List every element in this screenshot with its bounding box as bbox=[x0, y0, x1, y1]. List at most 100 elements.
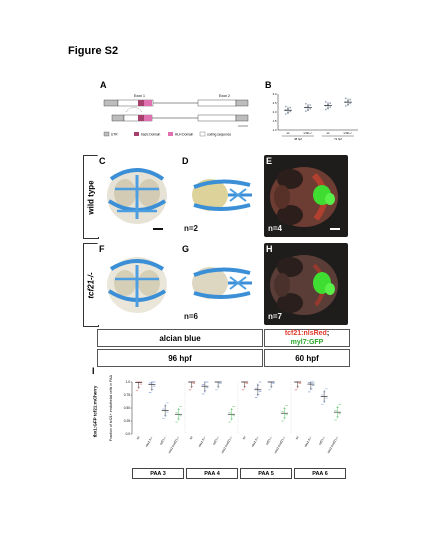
chart-i-point bbox=[192, 383, 196, 384]
chart-i-point bbox=[201, 384, 205, 385]
chart-i-group-label: tcf21-/- bbox=[159, 436, 167, 446]
paa-label-4: PAA 4 bbox=[186, 468, 238, 479]
chart-i-group-label: nkx2.5-/- bbox=[144, 436, 153, 448]
chart-i-point bbox=[245, 383, 249, 384]
chart-i-point bbox=[258, 381, 262, 383]
paa-label-5: PAA 5 bbox=[240, 468, 292, 479]
chart-i-point bbox=[190, 386, 194, 388]
chart-i-point bbox=[307, 382, 311, 383]
chart-i-point bbox=[139, 383, 143, 385]
panel-label-b: B bbox=[265, 80, 272, 90]
chart-i-point bbox=[311, 385, 315, 387]
chart-b-point bbox=[284, 105, 287, 108]
legend-hlh: HLH Domain bbox=[175, 133, 193, 137]
chart-i-group-label: nkx2.5-/- bbox=[250, 436, 259, 448]
chart-i-point bbox=[294, 389, 298, 391]
chart-i-point bbox=[336, 416, 339, 418]
chart-i-ytick: 1.0 bbox=[126, 380, 131, 384]
chart-b-ytick: 2.5 bbox=[273, 101, 277, 105]
chart-i-point bbox=[162, 408, 165, 410]
chart-i-point bbox=[254, 397, 258, 398]
chart-i-point bbox=[270, 386, 273, 388]
chart-i-ytick: 0.50 bbox=[124, 406, 130, 410]
chart-i-group-label: tcf21-/- bbox=[318, 436, 326, 446]
chart-i-point bbox=[166, 402, 169, 404]
chart-i-point bbox=[281, 411, 284, 413]
chart-i-group-label: nkx2.5;tcf21-/- bbox=[326, 436, 339, 454]
chart-i-ylabel: Fraction of tcf21+ endothelial cells in … bbox=[109, 374, 113, 441]
chart-i-point bbox=[162, 418, 165, 419]
caption-stage-right: 60 hpf bbox=[264, 349, 350, 367]
chart-i-point bbox=[148, 392, 152, 393]
panel-label-d: D bbox=[182, 156, 189, 166]
image-f-mutant-cartilage bbox=[97, 243, 177, 325]
chart-b-point bbox=[309, 104, 312, 106]
chart-i-point bbox=[150, 388, 154, 390]
panel-label-e: E bbox=[266, 156, 273, 166]
chart-i-point bbox=[135, 389, 139, 391]
chart-i-point bbox=[164, 414, 167, 416]
chart-i-point bbox=[205, 381, 209, 383]
chart-i-point bbox=[285, 405, 288, 406]
chart-i-point bbox=[268, 389, 271, 391]
chart-i-point bbox=[230, 409, 233, 410]
chart-i-point bbox=[152, 385, 156, 387]
reporter-red-label: tcf21:nlsRed bbox=[284, 330, 327, 337]
chart-i-group-label: wt bbox=[242, 435, 247, 440]
chart-i-point bbox=[283, 417, 286, 419]
image-g-mutant-cartilage bbox=[180, 243, 260, 325]
panel-label-a: A bbox=[100, 80, 107, 90]
n-count-h: n=7 bbox=[268, 312, 283, 321]
chart-b-point bbox=[304, 102, 307, 105]
chart-i-group-label: tcf21-/- bbox=[212, 436, 220, 446]
chart-i-group-label: nkx2.5-/- bbox=[197, 436, 206, 448]
chart-i-point bbox=[309, 388, 313, 390]
chart-i-point bbox=[164, 405, 167, 407]
panel-label-g: G bbox=[182, 244, 190, 254]
chart-b: 1.01.52.02.53.0wt tcf21-/- wt tcf21-/-48 hp… bbox=[273, 92, 358, 141]
chart-i: Fraction of tcf21+ endothelial cells in … bbox=[109, 374, 341, 454]
chart-i-point bbox=[203, 381, 207, 383]
chart-i-group-label: nkx2.5;tcf21-/- bbox=[167, 436, 180, 454]
utr-block bbox=[103, 99, 119, 107]
chart-i-point bbox=[307, 391, 311, 393]
side-label-i: tbx1:GFP tcf21:mCherry bbox=[92, 385, 98, 437]
chart-i-point bbox=[298, 383, 302, 384]
n-count-d: n=2 bbox=[184, 224, 199, 233]
chart-i-point bbox=[334, 410, 337, 411]
chart-b-point bbox=[349, 102, 352, 105]
paa-label-3: PAA 3 bbox=[132, 468, 184, 479]
panel-label-f: F bbox=[99, 244, 105, 254]
chart-i-point bbox=[296, 386, 300, 388]
chart-b-group-label: wt bbox=[287, 131, 290, 135]
chart-i-point bbox=[166, 411, 169, 413]
panel-label-c: C bbox=[99, 156, 106, 166]
chart-i-point bbox=[228, 412, 231, 414]
chart-i-point bbox=[323, 400, 326, 402]
chart-i-point bbox=[203, 390, 207, 392]
chart-b-point bbox=[304, 110, 307, 113]
chart-i-point bbox=[215, 389, 218, 391]
chart-i-point bbox=[325, 397, 328, 399]
chart-i-ytick: 0.25 bbox=[124, 419, 130, 423]
chart-i-point bbox=[256, 394, 260, 395]
chart-i-point bbox=[336, 407, 339, 408]
chart-b-ytick: 2.0 bbox=[273, 110, 277, 114]
chart-b-point bbox=[344, 104, 347, 107]
chart-i-point bbox=[201, 393, 205, 395]
chart-i-point bbox=[338, 403, 341, 405]
chart-b-stage-label: 48 hpf bbox=[294, 137, 302, 141]
chart-i-point bbox=[177, 409, 180, 410]
legend-utr: UTR bbox=[111, 133, 118, 137]
caption-stain: alcian blue bbox=[97, 329, 263, 347]
chart-i-point bbox=[188, 389, 192, 391]
chart-b-point bbox=[324, 101, 327, 103]
chart-i-group-label: wt bbox=[189, 435, 194, 440]
chart-i-point bbox=[175, 412, 178, 414]
chart-i-point bbox=[272, 383, 275, 384]
chart-i-point bbox=[137, 381, 141, 383]
chart-i-point bbox=[137, 386, 141, 388]
panel-label-h: H bbox=[266, 244, 273, 254]
chart-i-group-label: nkx2.5;tcf21-/- bbox=[273, 436, 286, 454]
gene-schematic: Exon 1 Exon 2 UTR basic Domain HLH Domai… bbox=[103, 94, 249, 137]
